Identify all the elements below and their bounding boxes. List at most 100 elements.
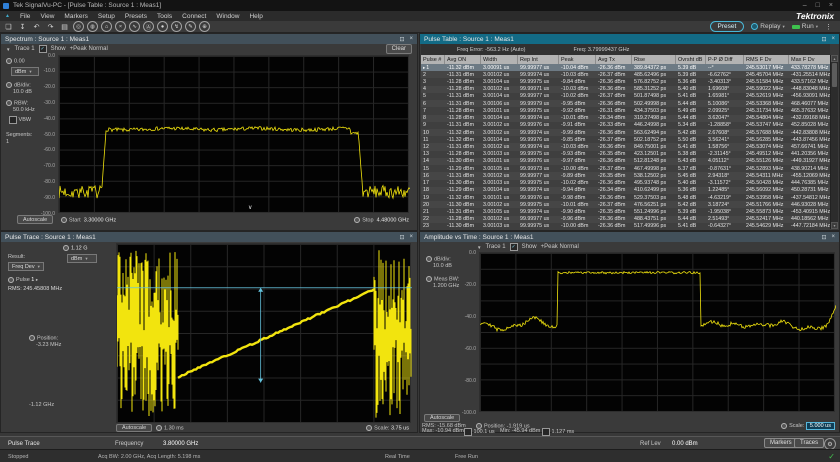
- column-header[interactable]: Rise: [632, 55, 676, 64]
- column-header[interactable]: Max F Dv: [789, 55, 832, 64]
- table-row[interactable]: 8 -11.28 dBm 3.00104 us 99.99974 us -10.01 d…: [421, 114, 832, 122]
- shield-icon[interactable]: ◍: [87, 21, 98, 32]
- spectrum-plot[interactable]: ∨: [58, 55, 410, 213]
- start-freq-field[interactable]: Start 3.30000 GHz: [61, 217, 116, 224]
- clear-button[interactable]: Clear: [385, 44, 412, 54]
- pulse-trace-panel-header[interactable]: Pulse Trace : Source 1 : Meas1 ⊡ ×: [1, 232, 417, 242]
- save-icon[interactable]: ↧: [19, 23, 26, 31]
- table-row[interactable]: 19 -11.32 dBm 3.00101 us 99.99976 us -9.98 d…: [421, 193, 832, 202]
- table-row[interactable]: 2 -11.31 dBm 3.00102 us 99.99974 us -10.03 d…: [421, 71, 832, 79]
- rbw-field[interactable]: RBW: 50.0 kHz: [6, 100, 35, 114]
- amp-vs-time-plot[interactable]: [479, 252, 836, 412]
- vbw-checkbox[interactable]: x VBW: [9, 116, 31, 124]
- table-scrollbar[interactable]: ▴ ▾: [830, 55, 838, 229]
- table-row[interactable]: 9 -11.31 dBm 3.00102 us 99.99976 us -9.91 dB…: [421, 121, 832, 129]
- table-row[interactable]: ▸1 -11.32 dBm 3.00091 us 99.99977 us -10.04 …: [421, 64, 832, 72]
- panel-close-icon[interactable]: ×: [831, 233, 835, 240]
- table-row[interactable]: 7 -11.28 dBm 3.00101 us 99.99975 us -9.92 dB…: [421, 107, 832, 115]
- more-menu-button[interactable]: ⋮: [825, 23, 832, 31]
- column-header[interactable]: Ovrsht dB: [676, 55, 706, 64]
- table-row[interactable]: 23 -11.30 dBm 3.00103 us 99.99975 us -10.00 …: [421, 222, 832, 230]
- menu-markers[interactable]: Markers: [64, 12, 88, 20]
- detection-dropdown[interactable]: +Peak Normal: [540, 244, 579, 250]
- avt-t2-field[interactable]: x 1.127 ms: [542, 428, 574, 436]
- trace-dropdown-icon[interactable]: ▼: [6, 46, 11, 52]
- markers-button[interactable]: Markers: [764, 438, 798, 448]
- panel-close-icon[interactable]: ×: [831, 35, 835, 42]
- run-button[interactable]: Run ▾: [791, 23, 818, 30]
- show-checkbox[interactable]: ✓: [509, 243, 518, 251]
- panel-undock-icon[interactable]: ⊡: [821, 234, 827, 241]
- trace-unit-dropdown[interactable]: dBm ▾: [67, 254, 97, 263]
- close-x-icon[interactable]: ×: [115, 21, 126, 32]
- trace-dropdown-icon[interactable]: ▼: [477, 244, 482, 250]
- menu-connect[interactable]: Connect: [182, 12, 207, 20]
- window-restore-button[interactable]: □: [815, 1, 820, 9]
- column-header[interactable]: RMS F Dv: [744, 55, 789, 64]
- column-header[interactable]: P-P Ø Diff: [706, 55, 744, 64]
- open-folder-icon[interactable]: ❏: [5, 23, 12, 31]
- column-header[interactable]: Rep Int: [518, 55, 559, 64]
- panel-undock-icon[interactable]: ⊡: [399, 234, 405, 241]
- result-dropdown[interactable]: Freq Dev ▾: [8, 262, 44, 271]
- panel-close-icon[interactable]: ×: [409, 35, 413, 42]
- record-icon[interactable]: ●: [157, 21, 168, 32]
- window-close-button[interactable]: ×: [828, 1, 833, 9]
- unit-dropdown[interactable]: dBm ▾: [11, 67, 39, 76]
- redo-icon[interactable]: ↷: [47, 23, 54, 31]
- spectrum-autoscale-button[interactable]: Autoscale: [17, 215, 54, 224]
- ref-level-field[interactable]: 0.00: [6, 58, 25, 65]
- menu-tools[interactable]: Tools: [156, 12, 173, 20]
- table-row[interactable]: 20 -11.30 dBm 3.00102 us 99.99975 us -10.01 …: [421, 201, 832, 209]
- trigger-icon[interactable]: ↯: [171, 21, 182, 32]
- edit-icon[interactable]: ✎: [185, 21, 196, 32]
- stop-freq-field[interactable]: Stop 4.48000 GHz: [354, 217, 409, 224]
- table-row[interactable]: 11 -11.32 dBm 3.00104 us 99.99976 us -9.85 d…: [421, 136, 832, 144]
- avt-position-field[interactable]: Position: -1.919 us: [476, 423, 530, 430]
- menu-view[interactable]: View: [40, 12, 55, 20]
- app-menu-icon[interactable]: ▲: [5, 13, 10, 19]
- table-header-row[interactable]: Pulse # Avg ON Width Rep Int Peak Avg Tx Rise O…: [421, 55, 832, 64]
- table-row[interactable]: 22 -11.28 dBm 3.00102 us 99.99977 us -9.96 d…: [421, 215, 832, 223]
- trace-scale-field[interactable]: Scale: 3.75 us: [366, 425, 409, 432]
- spectrum-panel-header[interactable]: Spectrum : Source 1 : Meas1 ⊡ ×: [1, 34, 417, 44]
- table-row[interactable]: 13 -11.28 dBm 3.00103 us 99.99975 us -9.93 d…: [421, 150, 832, 158]
- replay-button[interactable]: Replay ▾: [751, 23, 785, 30]
- pulse-selector[interactable]: Pulse 1 ▸: [8, 276, 38, 284]
- traces-button[interactable]: Traces: [794, 438, 825, 448]
- avt-measbw-field[interactable]: Meas BW: 1.200 GHz: [426, 276, 459, 290]
- trace-label[interactable]: Trace 1: [485, 244, 506, 250]
- table-row[interactable]: 12 -11.31 dBm 3.00102 us 99.99974 us -10.03 …: [421, 143, 832, 151]
- scroll-down-icon[interactable]: ▾: [831, 222, 838, 229]
- panel-close-icon[interactable]: ×: [409, 233, 413, 240]
- menu-setup[interactable]: Setup: [97, 12, 115, 20]
- amp-vs-time-panel-header[interactable]: Amplitude vs Time : Source 1 : Meas1 ⊡ ×: [420, 232, 839, 242]
- position-field[interactable]: Position: -3.23 MHz: [29, 335, 61, 349]
- target-icon[interactable]: ⊕: [199, 21, 210, 32]
- table-row[interactable]: 15 -11.29 dBm 3.00105 us 99.99973 us -10.00 …: [421, 165, 832, 173]
- scrollbar-thumb[interactable]: [832, 63, 837, 87]
- avt-scale-field[interactable]: Scale: 5.000 us: [781, 422, 835, 430]
- home-icon[interactable]: ⌂: [101, 21, 112, 32]
- avt-dbdiv-field[interactable]: dB/div: 10.0 dB: [426, 256, 452, 270]
- column-header[interactable]: Width: [481, 55, 518, 64]
- preset-button[interactable]: Preset: [709, 21, 745, 32]
- table-row[interactable]: 17 -11.30 dBm 3.00103 us 99.99975 us -10.02 …: [421, 179, 832, 187]
- window-minimize-button[interactable]: –: [802, 1, 807, 9]
- pulse-trace-plot[interactable]: [116, 243, 412, 423]
- avt-autoscale-button[interactable]: Autoscale: [424, 414, 461, 422]
- table-row[interactable]: 16 -11.31 dBm 3.00102 us 99.99977 us -9.89 d…: [421, 172, 832, 180]
- scale-top-field[interactable]: 1.12 G: [63, 245, 88, 252]
- scroll-up-icon[interactable]: ▴: [831, 55, 838, 62]
- pulse-trace-autoscale-button[interactable]: Autoscale: [116, 424, 153, 432]
- print-icon[interactable]: ▤: [61, 23, 68, 31]
- time-start-field[interactable]: 1.30 ms: [156, 425, 184, 432]
- menu-window[interactable]: Window: [216, 12, 240, 20]
- menu-presets[interactable]: Presets: [124, 12, 147, 20]
- show-checkbox[interactable]: ✓: [38, 45, 47, 53]
- table-row[interactable]: 18 -11.29 dBm 3.00104 us 99.99974 us -9.94 d…: [421, 186, 832, 194]
- table-row[interactable]: 14 -11.30 dBm 3.00101 us 99.99976 us -9.97 d…: [421, 157, 832, 166]
- panel-undock-icon[interactable]: ⊡: [399, 36, 405, 43]
- column-header[interactable]: Peak: [559, 55, 596, 64]
- menu-help[interactable]: Help: [249, 12, 263, 20]
